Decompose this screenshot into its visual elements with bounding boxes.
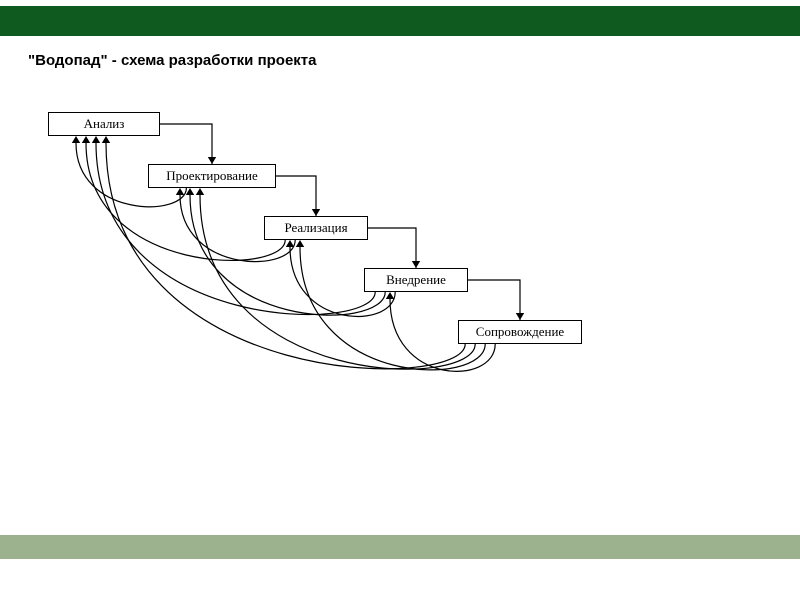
node-n1: Анализ	[48, 112, 160, 136]
footer-bar	[0, 535, 800, 559]
waterfall-diagram	[0, 0, 800, 600]
node-n4: Внедрение	[364, 268, 468, 292]
node-n2: Проектирование	[148, 164, 276, 188]
header-bar	[0, 6, 800, 36]
page-title: "Водопад" - схема разработки проекта	[28, 52, 317, 69]
node-n3: Реализация	[264, 216, 368, 240]
node-n5: Сопровождение	[458, 320, 582, 344]
